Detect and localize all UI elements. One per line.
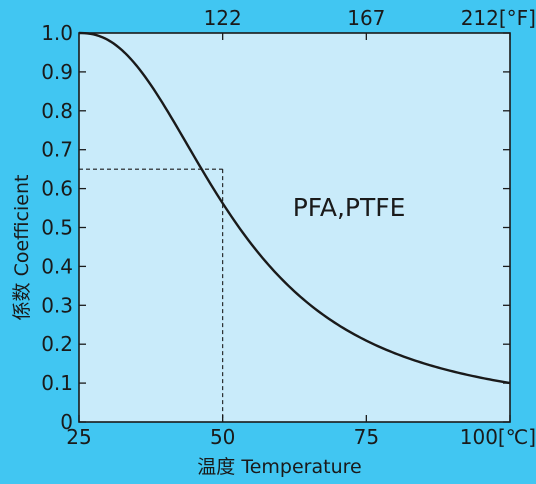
x-tick-label: 25 <box>66 425 91 449</box>
y-axis-title: 係数 Coefficient <box>11 175 33 321</box>
top-x-tick-label: 167 <box>347 6 385 30</box>
y-tick-label: 0.4 <box>41 254 73 278</box>
x-tick-label: 50 <box>210 425 235 449</box>
top-x-tick-label: 212[°F] <box>461 6 536 30</box>
y-tick-label: 1.0 <box>41 21 73 45</box>
y-tick-label: 0 <box>60 410 73 434</box>
y-tick-label: 0.8 <box>41 99 73 123</box>
y-tick-label: 0.9 <box>41 60 73 84</box>
annotation-pfa-ptfe: PFA,PTFE <box>293 193 406 222</box>
x-tick-label: 75 <box>354 425 379 449</box>
top-x-tick-label: 122 <box>204 6 242 30</box>
y-tick-label: 0.1 <box>41 371 73 395</box>
x-axis-title: 温度 Temperature <box>197 456 361 478</box>
y-tick-label: 0.3 <box>41 293 73 317</box>
y-tick-label: 0.2 <box>41 332 73 356</box>
y-tick-label: 0.7 <box>41 138 73 162</box>
x-tick-label: 100[℃] <box>460 425 536 449</box>
y-tick-label: 0.5 <box>41 216 73 240</box>
series-line-pfa-ptfe <box>78 31 511 385</box>
y-tick-label: 0.6 <box>41 177 73 201</box>
plot-area <box>78 32 511 423</box>
